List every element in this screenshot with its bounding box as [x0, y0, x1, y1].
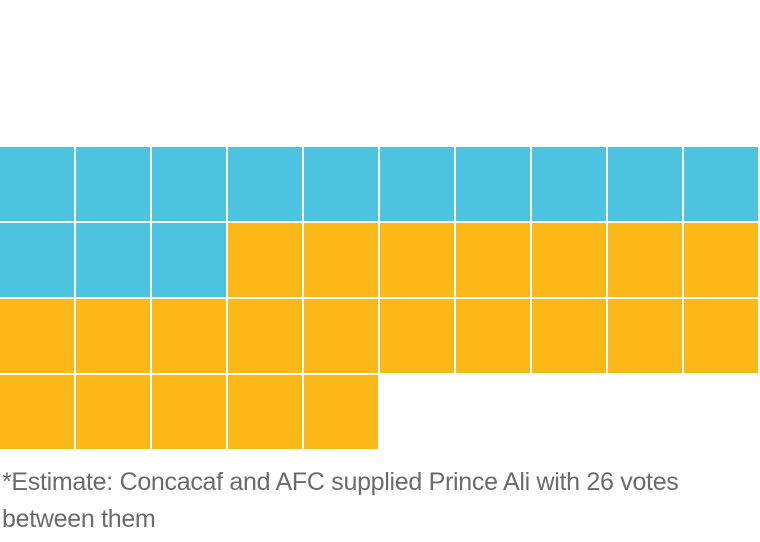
waffle-cell-series-2	[0, 375, 74, 449]
waffle-cell-series-2	[304, 299, 378, 373]
waffle-cell-series-2	[152, 375, 226, 449]
waffle-cell-series-2	[228, 375, 302, 449]
waffle-cell-series-1	[76, 147, 150, 221]
waffle-cell-series-1	[608, 147, 682, 221]
waffle-cell-series-1	[380, 147, 454, 221]
waffle-cell-series-2	[228, 299, 302, 373]
waffle-cell-series-2	[0, 299, 74, 373]
waffle-cell-series-1	[456, 147, 530, 221]
waffle-cell-series-2	[608, 223, 682, 297]
waffle-cell-series-1	[152, 223, 226, 297]
waffle-cell-series-2	[608, 299, 682, 373]
waffle-cell-series-1	[228, 147, 302, 221]
waffle-cell-series-1	[304, 147, 378, 221]
waffle-cell-series-1	[0, 147, 74, 221]
waffle-cell-series-2	[76, 375, 150, 449]
waffle-cell-series-2	[456, 223, 530, 297]
waffle-cell-series-1	[152, 147, 226, 221]
waffle-cell-series-2	[684, 223, 758, 297]
waffle-cell-series-2	[380, 299, 454, 373]
waffle-cell-series-2	[304, 223, 378, 297]
waffle-cell-series-1	[532, 147, 606, 221]
waffle-cell-series-2	[532, 299, 606, 373]
waffle-cell-series-2	[380, 223, 454, 297]
waffle-cell-series-2	[304, 375, 378, 449]
waffle-cell-series-2	[152, 299, 226, 373]
waffle-cell-series-2	[456, 299, 530, 373]
waffle-cell-series-1	[0, 223, 74, 297]
waffle-cell-series-1	[684, 147, 758, 221]
waffle-cell-series-1	[76, 223, 150, 297]
waffle-cell-series-2	[228, 223, 302, 297]
footnote: *Estimate: Concacaf and AFC supplied Pri…	[2, 468, 679, 533]
waffle-cell-series-2	[532, 223, 606, 297]
waffle-cell-series-2	[684, 299, 758, 373]
waffle-cell-series-2	[76, 299, 150, 373]
waffle-chart	[0, 147, 760, 451]
